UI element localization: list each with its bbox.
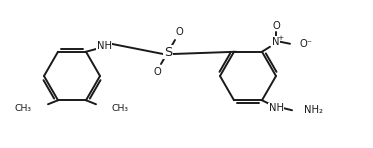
Text: NH₂: NH₂: [304, 105, 323, 115]
Text: +: +: [277, 35, 283, 41]
Text: O⁻: O⁻: [300, 39, 313, 49]
Text: CH₃: CH₃: [15, 104, 32, 113]
Text: NH: NH: [269, 103, 283, 113]
Text: N: N: [272, 37, 280, 47]
Text: O: O: [175, 27, 183, 37]
Text: O: O: [153, 67, 161, 77]
Text: S: S: [164, 45, 172, 58]
Text: O: O: [272, 21, 280, 31]
Text: CH₃: CH₃: [112, 104, 129, 113]
Text: NH: NH: [97, 41, 112, 51]
